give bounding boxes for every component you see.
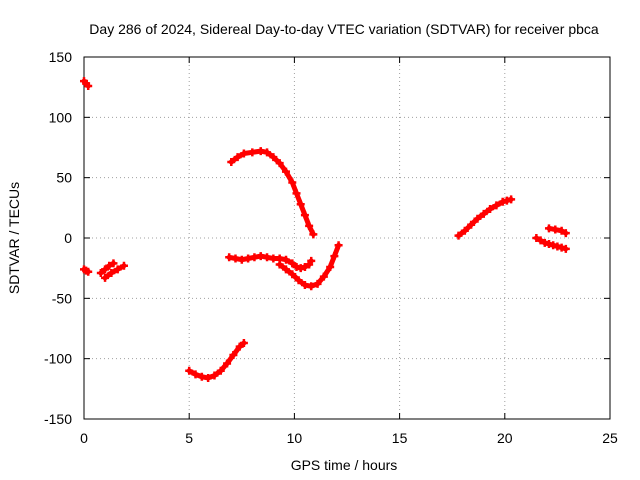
y-tick-label: -50 <box>52 290 72 306</box>
data-point <box>191 370 200 379</box>
data-point <box>305 221 314 230</box>
y-tick-label: 150 <box>49 49 73 65</box>
y-tick-label: -100 <box>44 351 72 367</box>
data-point <box>113 265 122 274</box>
data-point <box>309 230 318 239</box>
data-point <box>239 149 248 158</box>
data-point <box>263 148 272 157</box>
data-point <box>300 211 309 220</box>
data-point <box>460 226 469 235</box>
series-arc-8 <box>185 338 248 382</box>
y-tick-label: 50 <box>56 170 72 186</box>
data-point <box>84 81 93 90</box>
series-arc-10 <box>532 234 570 253</box>
data-point <box>239 338 248 347</box>
data-point <box>233 153 242 162</box>
data-point <box>292 189 301 198</box>
data-point <box>281 167 290 176</box>
data-point <box>216 366 225 375</box>
data-point <box>248 148 257 157</box>
series-arc-6 <box>225 252 316 273</box>
series-line <box>102 263 127 281</box>
series-line <box>228 148 316 237</box>
x-tick-label: 20 <box>497 430 513 446</box>
data-point <box>294 276 303 285</box>
data-point <box>296 200 305 209</box>
series-arc-9 <box>454 195 516 240</box>
data-point <box>281 255 290 264</box>
series-layer <box>80 77 570 382</box>
data-point <box>288 178 297 187</box>
data-point <box>109 259 118 268</box>
series-arc-7 <box>275 241 343 291</box>
data-point <box>281 265 290 274</box>
data-point <box>532 234 541 242</box>
data-point <box>210 371 219 380</box>
data-point <box>313 279 322 288</box>
data-point <box>269 153 278 162</box>
data-point <box>330 252 339 261</box>
data-point <box>105 261 114 270</box>
data-point <box>288 259 297 268</box>
data-point <box>307 282 316 291</box>
data-point <box>326 262 335 271</box>
data-point <box>235 342 244 351</box>
x-tick-label: 25 <box>602 430 618 446</box>
x-tick-label: 10 <box>287 430 303 446</box>
data-point <box>492 201 501 210</box>
data-point <box>300 262 309 271</box>
data-point <box>536 236 545 245</box>
data-point <box>454 231 463 240</box>
y-axis-label: SDTVAR / TECUs <box>6 182 22 294</box>
data-point <box>185 366 194 375</box>
series-arc-5 <box>227 147 318 239</box>
series-arc-3 <box>96 259 118 277</box>
data-point <box>119 261 128 270</box>
x-tick-label: 15 <box>392 430 408 446</box>
data-point <box>101 273 110 282</box>
data-point <box>229 351 238 360</box>
data-point <box>467 220 476 229</box>
data-point <box>507 195 516 204</box>
data-point <box>227 157 236 166</box>
x-tick-label: 0 <box>80 430 88 446</box>
data-point <box>319 272 328 281</box>
series-arc-2 <box>80 265 93 276</box>
chart-title: Day 286 of 2024, Sidereal Day-to-day VTE… <box>89 21 599 37</box>
data-point <box>275 159 284 168</box>
grid <box>84 57 610 419</box>
data-point <box>84 267 93 276</box>
data-point <box>288 270 297 279</box>
data-point <box>96 268 105 277</box>
series-arc-1 <box>80 77 93 90</box>
y-tick-label: 0 <box>64 230 72 246</box>
data-point <box>334 241 343 250</box>
data-point <box>557 226 566 235</box>
series-arc-11 <box>544 224 570 238</box>
data-point <box>101 265 110 274</box>
data-point <box>275 260 284 269</box>
x-tick-label: 5 <box>185 430 193 446</box>
axis-ticks: 0 5 10 15 20 25 -150 -100 -50 0 50 100 150 <box>44 49 618 446</box>
data-point <box>486 205 495 214</box>
series-arc-4 <box>101 261 128 282</box>
data-point <box>561 244 570 253</box>
data-point <box>561 229 570 238</box>
data-point <box>473 214 482 223</box>
y-tick-label: -150 <box>44 411 72 427</box>
data-point <box>107 268 116 277</box>
plot-frame <box>83 56 611 420</box>
series-line <box>186 340 247 381</box>
x-axis-label: GPS time / hours <box>291 457 398 473</box>
y-tick-label: 100 <box>49 109 73 125</box>
data-point <box>307 256 316 265</box>
data-point <box>223 359 232 368</box>
data-point <box>479 209 488 218</box>
data-point <box>204 373 213 382</box>
